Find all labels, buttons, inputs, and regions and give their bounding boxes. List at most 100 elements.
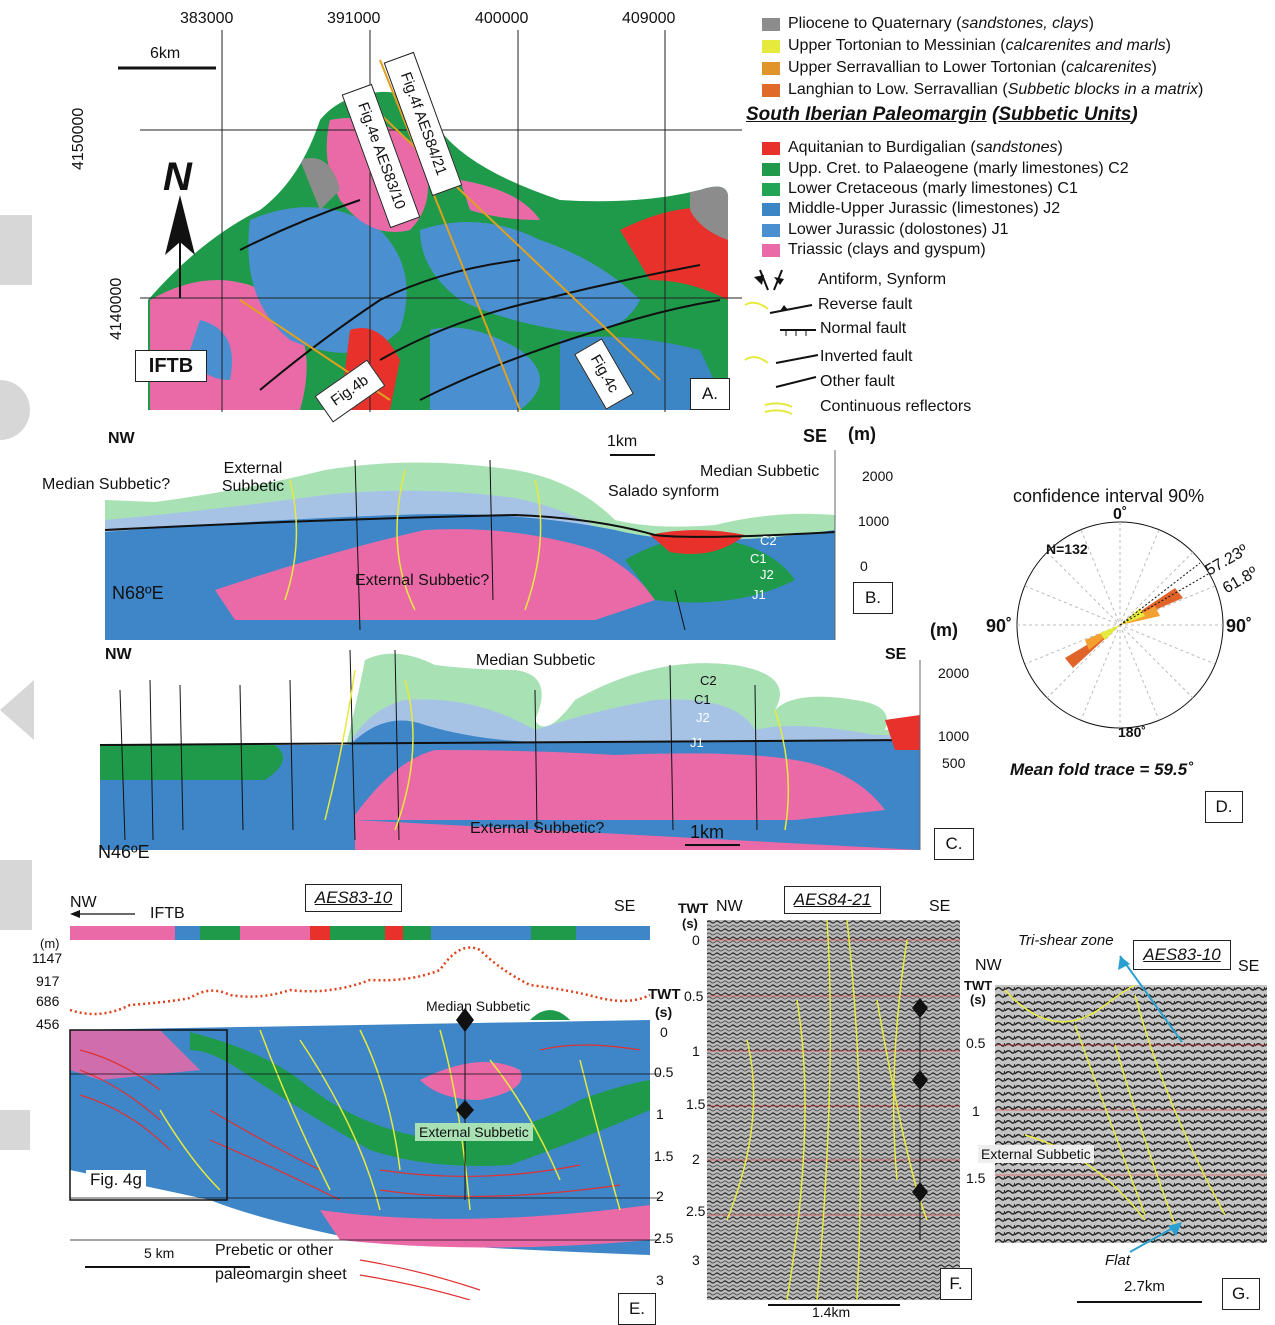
section-e-title: AES83-10 — [305, 884, 402, 912]
rose-mean: Mean fold trace = 59.5˚ — [1010, 760, 1193, 779]
section-b-salado: Salado synform — [608, 483, 720, 500]
section-f-tick-3: 3 — [692, 1252, 700, 1268]
section-c-tick-2000: 2000 — [938, 665, 970, 681]
swatch — [762, 223, 780, 237]
section-b-median-left: Median Subbetic? — [42, 476, 171, 494]
heading-subbetic: Subbetic Units — [998, 104, 1132, 125]
rose-right: 90˚ — [1226, 616, 1253, 636]
section-g-tick-15: 1.5 — [966, 1170, 986, 1186]
section-c-scale: 1km — [690, 822, 725, 842]
section-e-nw: NW — [70, 894, 97, 911]
section-c-orient: N46ºE — [98, 842, 150, 862]
legend-reflectors: Continuous reflectors — [820, 398, 972, 415]
geologic-map — [118, 30, 742, 412]
section-f-twt: TWT — [678, 900, 709, 916]
legend-tail: ) — [1088, 15, 1094, 32]
section-c-layer-j1: J1 — [690, 735, 704, 750]
section-b-external-bottom: External Subbetic? — [355, 572, 490, 589]
section-b-median-right: Median Subbetic — [700, 463, 820, 480]
swatch — [762, 141, 780, 155]
legend-text: Pliocene to Quaternary ( — [788, 15, 962, 32]
legend-row-aquitanian: Aquitanian to Burdigalian (sandstones) — [762, 138, 1063, 158]
section-e-elev-917: 917 — [36, 973, 60, 989]
legend-text: Triassic (clays and gyspum) — [788, 241, 986, 258]
section-g-twt: TWT — [964, 978, 993, 993]
antiform-icons — [912, 998, 928, 1202]
section-b-layer-j2: J2 — [760, 567, 774, 582]
section-f-tick-05: 0.5 — [684, 988, 704, 1004]
external-subbetic-text: External Subbetic — [221, 460, 285, 495]
section-e-prebetic-1: Prebetic or other — [215, 1242, 334, 1259]
section-b-unit: (m) — [848, 424, 876, 444]
section-e-prebetic-2: paleomargin sheet — [215, 1266, 347, 1283]
callout-arrows — [1118, 955, 1183, 1253]
antiform-icon — [754, 269, 784, 291]
cross-section-b — [104, 450, 836, 640]
legend-text: Aquitanian to Burdigalian ( — [788, 139, 976, 156]
section-c-external: External Subbetic? — [470, 820, 605, 837]
section-b-layer-c1: C1 — [750, 551, 767, 566]
section-b-nw: NW — [108, 430, 135, 447]
section-c-median: Median Subbetic — [476, 652, 596, 669]
section-e-elev-686: 686 — [36, 993, 60, 1009]
legend-heading: South Iberian Paleomargin (Subbetic Unit… — [746, 104, 1138, 125]
antiform-icon — [456, 1008, 474, 1032]
section-e-external: External Subbetic — [415, 1123, 533, 1141]
section-e-se: SE — [614, 898, 636, 915]
section-b-orient: N68ºE — [112, 583, 164, 603]
section-c-se: SE — [885, 646, 907, 663]
section-e-twt-2: 2 — [656, 1188, 664, 1204]
legend-row-serravallian: Upper Serravallian to Lower Tortonian (c… — [762, 58, 1157, 78]
map-panel-label: A. — [690, 378, 730, 410]
section-g-title: AES83-10 — [1133, 940, 1231, 970]
section-f-scale: 1.4km — [812, 1304, 851, 1320]
map-y-coord-2: 4140000 — [108, 277, 125, 340]
section-b-panel: B. — [853, 582, 893, 614]
map-x-coord-1: 383000 — [180, 10, 234, 27]
section-c-panel: C. — [934, 828, 974, 860]
rose-panel: D. — [1205, 791, 1243, 823]
section-e-twt-1: 1 — [656, 1106, 664, 1122]
swatch — [762, 202, 780, 216]
section-f-tick-15: 1.5 — [686, 1096, 706, 1112]
legend-symbols — [744, 269, 819, 415]
swatch — [762, 17, 780, 31]
legend-inverted-fault: Inverted fault — [820, 348, 913, 365]
rose-petals — [1065, 588, 1183, 668]
section-b-se: SE — [803, 426, 828, 446]
section-c-layer-c2: C2 — [700, 673, 717, 688]
section-e-twt: TWT — [648, 986, 681, 1003]
legend-text: Langhian to Low. Serravallian ( — [788, 81, 1008, 98]
section-b-external-top: External Subbetic — [218, 460, 288, 496]
iftb-label: IFTB — [135, 350, 207, 382]
section-f-scale-bar — [768, 1304, 900, 1306]
left-decoration-4 — [0, 1110, 30, 1150]
north-label: N — [163, 155, 192, 199]
antiform-icon — [456, 1100, 474, 1120]
cross-section-c — [99, 649, 921, 850]
reverse-fault-icon — [769, 304, 813, 314]
legend-row-j2: Middle-Upper Jurassic (limestones) J2 — [762, 199, 1060, 219]
section-g-scale: 2.7km — [1124, 1278, 1165, 1295]
legend-row-pliocene: Pliocene to Quaternary (sandstones, clay… — [762, 14, 1094, 34]
section-e-twt-15: 1.5 — [654, 1148, 674, 1164]
section-c-nw: NW — [105, 646, 132, 663]
section-g-external: External Subbetic — [978, 1145, 1094, 1163]
fig4g-box — [69, 1029, 228, 1201]
section-f-tick-1: 1 — [692, 1043, 700, 1059]
legend-normal-fault: Normal fault — [820, 320, 907, 337]
legend-row-langhian: Langhian to Low. Serravallian (Subbetic … — [762, 80, 1203, 100]
cross-section-e — [69, 910, 660, 1300]
swatch — [762, 243, 780, 257]
legend-row-c1: Lower Cretaceous (marly limestones) C1 — [762, 179, 1078, 199]
section-b-layer-j1: J1 — [752, 587, 766, 602]
section-f-title: AES84-21 — [784, 886, 881, 914]
section-f-panel: F. — [940, 1268, 972, 1300]
map-scale-label: 6km — [150, 45, 181, 62]
legend-row-c2: Upp. Cret. to Palaeogene (marly limeston… — [762, 159, 1129, 179]
swatch — [762, 162, 780, 176]
map-x-coord-3: 400000 — [475, 10, 529, 27]
legend-tail: ) — [1165, 37, 1171, 54]
legend-text: Upper Serravallian to Lower Tortonian ( — [788, 59, 1067, 76]
section-f-tick-0: 0 — [692, 932, 700, 948]
